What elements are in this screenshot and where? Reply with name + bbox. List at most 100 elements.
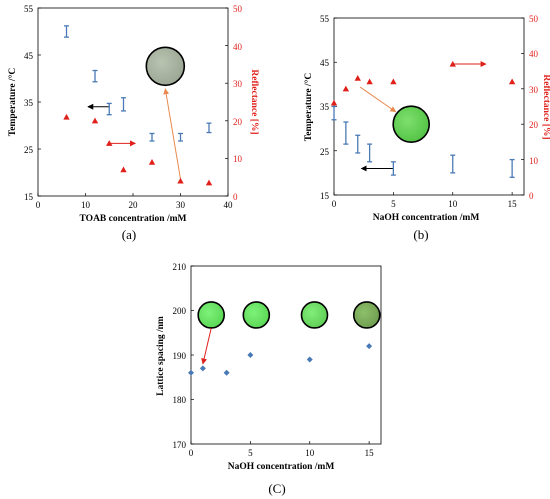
panel-b-y-tick: 25 <box>320 147 330 157</box>
panel-c-x-tick: 0 <box>189 448 194 458</box>
panel-b-temperature-point <box>509 158 515 178</box>
panel-c-inset-image <box>242 301 271 329</box>
panel-a-y-tick: 55 <box>24 4 34 14</box>
panel-a-reflectance-point <box>120 166 127 173</box>
panel-c-arrow <box>201 328 212 365</box>
panel-b-y2-tick: 0 <box>529 191 534 201</box>
panel-b-y2-axis-title: Reflectance [%] <box>541 74 550 139</box>
panel-c-x-axis-title: NaOH concentration /mM <box>228 462 335 472</box>
panel-c-lattice-point <box>223 369 230 376</box>
panel-a-x-tick: 30 <box>176 200 186 210</box>
panel-c-marks <box>188 265 381 445</box>
panel-a-temperature-point <box>206 122 212 134</box>
panel-a-y2-axis-title: Reflectance [%] <box>249 69 259 134</box>
panel-c-plot-frame <box>190 265 382 445</box>
panel-b-y-tick: 55 <box>320 14 330 24</box>
panel-c-lattice-point <box>188 369 194 376</box>
panel-a-inset-image <box>145 46 186 87</box>
panel-a-reflectance-point <box>205 179 213 186</box>
panel-b-reflectance-point <box>390 78 397 85</box>
panel-a-y2-tick: 50 <box>233 4 243 14</box>
panel-b-temperature-point <box>355 134 361 154</box>
panel-b-temperature-point <box>331 105 337 121</box>
panel-c: 210 200 190 180 170 0 5 10 15 NaOH conce… <box>156 262 382 496</box>
panel-b-y-tick: 35 <box>320 102 330 112</box>
panel-c-y-tick: 210 <box>173 262 187 272</box>
panel-a-y2-tick: 40 <box>233 42 243 52</box>
panel-a-label: (a) <box>122 227 136 242</box>
panel-b-temperature-point <box>450 154 456 174</box>
panel-a-y2-tick: 10 <box>233 154 243 164</box>
panel-b-reflectance-point <box>354 74 361 81</box>
panel-b-temperature-point <box>343 121 349 145</box>
panel-a-x-tick: 20 <box>129 200 139 210</box>
panel-c-inset-image <box>352 301 381 329</box>
panel-c-y-tick: 170 <box>173 440 187 450</box>
panel-b-x-tick: 15 <box>508 199 518 209</box>
panel-c-inset-image <box>300 301 329 329</box>
panel-a-reflectance-point <box>177 177 184 184</box>
panel-b-arrow <box>359 86 397 113</box>
panel-a-y-axis-title: Temperature /°C <box>7 68 18 137</box>
panel-a-x-tick: 0 <box>36 200 41 210</box>
panel-b-x-tick: 10 <box>448 199 458 209</box>
panel-b-x-tick: 5 <box>391 199 396 209</box>
panel-a-x-axis-title: TOAB concentration /mM <box>80 214 187 224</box>
panel-a-reflectance-point <box>148 158 156 165</box>
panel-b-reflectance-point <box>342 85 350 92</box>
panel-c-y-tick: 200 <box>173 306 187 316</box>
panel-c-y-tick: 180 <box>173 395 187 405</box>
panel-c-x-tick: 10 <box>305 448 315 458</box>
panel-b-temperature-point <box>367 143 373 163</box>
panel-a-x-tick: 10 <box>81 200 91 210</box>
panel-b-x-tick: 0 <box>332 199 337 209</box>
panel-c-lattice-point <box>247 352 254 358</box>
panel-a-y-tick: 45 <box>24 51 34 61</box>
panel-a-y-tick: 25 <box>24 145 34 155</box>
panel-b-inset-image <box>392 105 430 143</box>
panel-a-reflectance-point <box>63 113 70 120</box>
panel-b-marks <box>330 17 524 196</box>
panel-b: 55 45 35 25 15 50 40 30 20 10 0 0 5 10 1… <box>303 14 550 242</box>
panel-a-temperature-point <box>149 132 155 142</box>
panel-a-temperature-point <box>64 25 69 38</box>
panel-b-y-axis-title: Temperature /°C <box>303 73 314 142</box>
panel-a-y2-tick: 20 <box>233 117 243 127</box>
panel-a-arrow <box>163 88 181 180</box>
panel-b-y2-tick: 40 <box>529 49 539 59</box>
panel-b-y-tick: 45 <box>320 58 330 68</box>
panel-b-reflectance-point <box>366 78 373 85</box>
panel-a-reflectance-point <box>91 117 99 124</box>
panel-c-x-tick: 5 <box>248 448 253 458</box>
panel-a-temperature-point <box>106 102 112 116</box>
panel-a: 55 45 35 25 15 50 40 30 20 10 0 0 10 20 … <box>7 4 259 242</box>
panel-b-y-tick: 15 <box>320 191 330 201</box>
panel-c-label: (C) <box>268 481 285 496</box>
panel-b-y2-tick: 10 <box>529 156 539 166</box>
panel-c-y-axis-title: Lattice spacing /nm <box>156 316 166 396</box>
panel-a-y2-tick: 30 <box>233 79 243 89</box>
panel-c-lattice-point <box>306 356 313 363</box>
panel-b-y2-tick: 30 <box>529 85 539 95</box>
panel-a-temperature-point <box>178 132 183 142</box>
panel-b-reflectance-point <box>449 60 456 67</box>
panel-c-lattice-point <box>199 365 206 372</box>
panel-c-y-tick: 190 <box>173 351 187 361</box>
panel-b-y2-tick: 20 <box>529 120 539 130</box>
panel-a-y-tick: 15 <box>24 192 34 202</box>
panel-c-x-tick: 15 <box>365 448 375 458</box>
panel-b-temperature-point <box>390 161 396 176</box>
panel-b-reflectance-point <box>508 78 516 85</box>
panel-a-temperature-point <box>92 69 98 83</box>
panel-a-reflectance-point <box>106 140 113 146</box>
panel-a-y2-tick: 0 <box>233 192 238 202</box>
panel-c-lattice-point <box>366 343 373 350</box>
panel-a-marks <box>37 7 229 197</box>
panel-a-temperature-point <box>121 97 126 112</box>
panel-b-label: (b) <box>413 227 428 242</box>
panel-b-x-axis-title: NaOH concentration /mM <box>373 213 480 223</box>
panel-b-reflectance-point <box>330 99 338 106</box>
panel-a-y-tick: 35 <box>24 98 34 108</box>
panel-b-y2-tick: 50 <box>529 14 539 24</box>
